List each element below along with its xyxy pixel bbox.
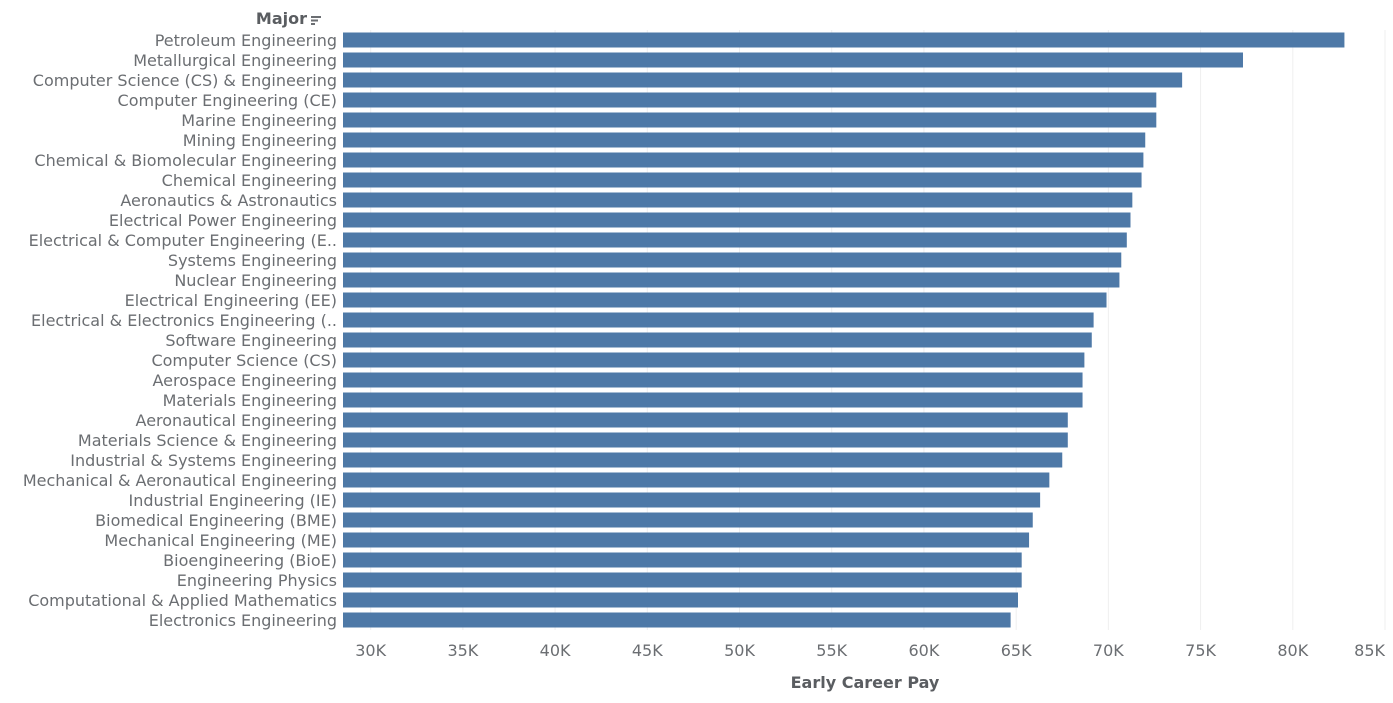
bar[interactable] bbox=[343, 572, 1022, 588]
bars bbox=[343, 32, 1345, 628]
category-label: Engineering Physics bbox=[177, 571, 337, 590]
x-tick-labels: 30K 35K 40K 45K 50K 55K 60K 65K 70K 75K 80K 85K bbox=[355, 641, 1385, 660]
category-label: Materials Science & Engineering bbox=[78, 431, 337, 450]
bar[interactable] bbox=[343, 412, 1068, 428]
category-label: Metallurgical Engineering bbox=[133, 51, 337, 70]
bar[interactable] bbox=[343, 92, 1157, 108]
bar[interactable] bbox=[343, 32, 1345, 48]
category-label: Marine Engineering bbox=[181, 111, 337, 130]
category-label: Aeronautical Engineering bbox=[136, 411, 337, 430]
x-tick-label: 45K bbox=[632, 641, 663, 660]
bar[interactable] bbox=[343, 52, 1243, 68]
bar[interactable] bbox=[343, 532, 1030, 548]
bar[interactable] bbox=[343, 492, 1041, 508]
x-tick-label: 75K bbox=[1185, 641, 1216, 660]
category-label: Mechanical & Aeronautical Engineering bbox=[23, 471, 337, 490]
category-label: Chemical & Biomolecular Engineering bbox=[34, 151, 337, 170]
x-tick-label: 65K bbox=[1001, 641, 1032, 660]
x-tick-label: 80K bbox=[1277, 641, 1308, 660]
bar[interactable] bbox=[343, 292, 1107, 308]
bar[interactable] bbox=[343, 132, 1146, 148]
x-axis-title: Early Career Pay bbox=[791, 673, 940, 692]
bar[interactable] bbox=[343, 232, 1127, 248]
bar[interactable] bbox=[343, 552, 1022, 568]
category-label: Electrical & Electronics Engineering (.. bbox=[31, 311, 337, 330]
x-tick-label: 60K bbox=[909, 641, 940, 660]
bar[interactable] bbox=[343, 332, 1092, 348]
bar[interactable] bbox=[343, 352, 1085, 368]
bar[interactable] bbox=[343, 312, 1094, 328]
bar[interactable] bbox=[343, 452, 1063, 468]
bar[interactable] bbox=[343, 612, 1011, 628]
x-tick-label: 85K bbox=[1354, 641, 1385, 660]
category-label: Mining Engineering bbox=[183, 131, 337, 150]
bar[interactable] bbox=[343, 152, 1144, 168]
category-label: Mechanical Engineering (ME) bbox=[104, 531, 337, 550]
gridlines bbox=[370, 30, 1386, 630]
bar[interactable] bbox=[343, 252, 1122, 268]
bar[interactable] bbox=[343, 72, 1183, 88]
bar[interactable] bbox=[343, 212, 1131, 228]
category-label: Bioengineering (BioE) bbox=[163, 551, 337, 570]
category-label: Aerospace Engineering bbox=[152, 371, 337, 390]
category-label: Chemical Engineering bbox=[162, 171, 337, 190]
category-label: Materials Engineering bbox=[163, 391, 337, 410]
category-label: Nuclear Engineering bbox=[174, 271, 337, 290]
category-label: Industrial & Systems Engineering bbox=[70, 451, 337, 470]
category-label: Industrial Engineering (IE) bbox=[128, 491, 337, 510]
category-label: Computational & Applied Mathematics bbox=[28, 591, 337, 610]
category-label: Petroleum Engineering bbox=[155, 31, 337, 50]
category-label: Software Engineering bbox=[165, 331, 337, 350]
bar[interactable] bbox=[343, 592, 1018, 608]
category-label: Electrical Engineering (EE) bbox=[125, 291, 337, 310]
category-label: Computer Engineering (CE) bbox=[118, 91, 337, 110]
x-tick-label: 30K bbox=[355, 641, 386, 660]
category-label: Biomedical Engineering (BME) bbox=[95, 511, 337, 530]
category-label: Systems Engineering bbox=[168, 251, 337, 270]
x-tick-label: 70K bbox=[1093, 641, 1124, 660]
bar[interactable] bbox=[343, 432, 1068, 448]
category-label: Electrical & Computer Engineering (E.. bbox=[29, 231, 337, 250]
category-header: Major bbox=[256, 9, 307, 28]
bar[interactable] bbox=[343, 112, 1157, 128]
x-tick-label: 35K bbox=[447, 641, 478, 660]
bar[interactable] bbox=[343, 372, 1083, 388]
category-label: Aeronautics & Astronautics bbox=[120, 191, 337, 210]
x-tick-label: 55K bbox=[816, 641, 847, 660]
bar[interactable] bbox=[343, 472, 1050, 488]
category-label: Electrical Power Engineering bbox=[109, 211, 337, 230]
category-label: Computer Science (CS) bbox=[151, 351, 337, 370]
x-tick-label: 40K bbox=[540, 641, 571, 660]
bar[interactable] bbox=[343, 272, 1120, 288]
category-label: Electronics Engineering bbox=[149, 611, 337, 630]
sort-icon[interactable] bbox=[311, 16, 321, 25]
bar[interactable] bbox=[343, 172, 1142, 188]
category-label: Computer Science (CS) & Engineering bbox=[33, 71, 337, 90]
bar[interactable] bbox=[343, 512, 1033, 528]
bar[interactable] bbox=[343, 192, 1133, 208]
x-tick-label: 50K bbox=[724, 641, 755, 660]
bar[interactable] bbox=[343, 392, 1083, 408]
